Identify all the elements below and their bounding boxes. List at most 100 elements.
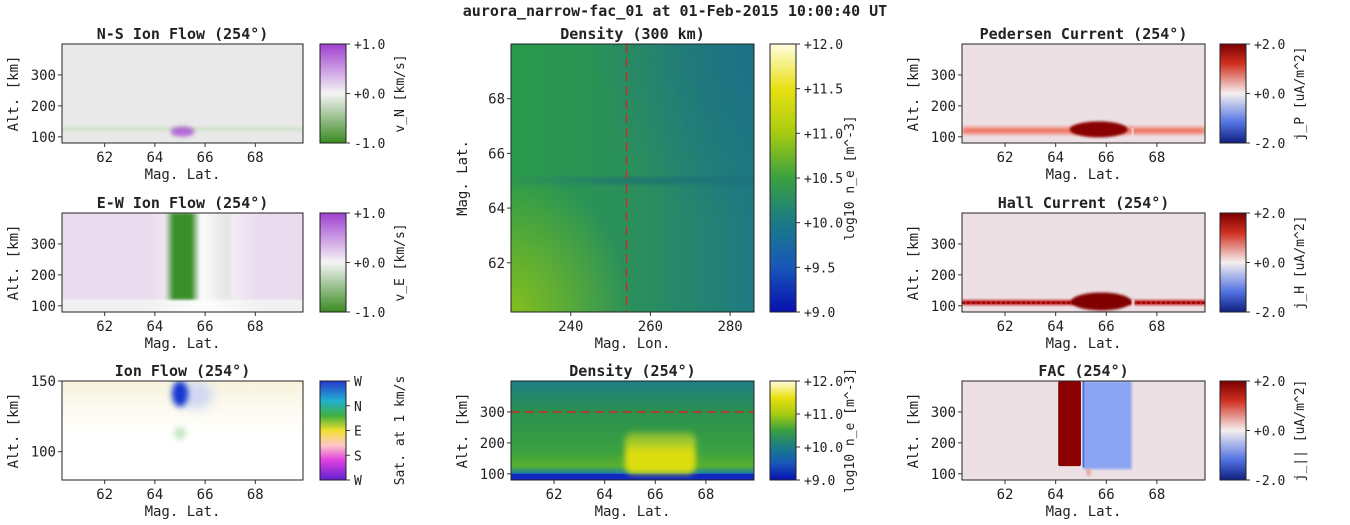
- dmap-y-tick-label: 66: [488, 146, 505, 162]
- ns-x-tick-label: 68: [247, 150, 264, 166]
- dmap-x-axis-label: Mag. Lon.: [595, 336, 671, 352]
- colorbar-gradient: [769, 380, 797, 481]
- hall-x-tick-label: 68: [1148, 319, 1165, 335]
- dmap-x-tick-label: 260: [638, 319, 663, 335]
- ped-colorbar-tick-label: -2.0: [1254, 137, 1285, 152]
- dalt-y-axis-label: Alt. [km]: [455, 393, 471, 469]
- dalt-frame: [510, 380, 755, 481]
- dmap-low-density-region: [594, 44, 754, 234]
- hall-plot-area: [962, 213, 1205, 312]
- ns-y-tick-label: 200: [31, 99, 56, 115]
- dalt-y-tick-label: 300: [480, 405, 505, 421]
- dmap-x-tick-label: 280: [717, 319, 742, 335]
- fac-small-feature: [1086, 468, 1091, 477]
- ionflow-y-tick-label: 100: [31, 445, 56, 461]
- fac-colorbar-label: j_|| [uA/m^2]: [1293, 380, 1308, 482]
- ew-colorbar-tick-label: +0.0: [354, 257, 385, 272]
- ns-panel: N-S Ion Flow (254°) 62 64 66 68 100 200 300 Mag.…: [6, 25, 408, 183]
- fac-x-axis-label: Mag. Lat.: [1046, 504, 1122, 520]
- dmap-y-tick-label: 62: [488, 256, 505, 272]
- dmap-frame: [510, 43, 755, 313]
- ns-colorbar-tick-label: +0.0: [354, 88, 385, 103]
- fac-x-tick-label: 66: [1098, 487, 1115, 503]
- hall-x-axis-label: Mag. Lat.: [1046, 336, 1122, 352]
- ns-plot-area: [62, 44, 303, 143]
- ped-plot-area: [962, 44, 1205, 143]
- hall-y-axis-label: Alt. [km]: [906, 225, 922, 301]
- ionflow-frame: [61, 380, 304, 481]
- dalt-colorbar-tick-label: +12.0: [804, 375, 843, 390]
- dmap-panel: Density (300 km) 240 260 280 62 64 66 68 Mag. Lo…: [455, 25, 858, 352]
- ionflow-x-tick-label: 68: [247, 487, 264, 503]
- colorbar-gradient: [1219, 43, 1247, 144]
- hall-y-tick-label: 200: [931, 268, 956, 284]
- fac-panel: FAC (254°) 62 64 66 68 100 200 300 Mag. Lat. Alt.…: [906, 362, 1308, 520]
- ew-y-axis-label: Alt. [km]: [6, 225, 22, 301]
- ped-x-axis-label: Mag. Lat.: [1046, 167, 1122, 183]
- hall-gap: [1131, 299, 1135, 312]
- figure-title: aurora_narrow-fac_01 at 01-Feb-2015 10:0…: [463, 2, 887, 20]
- dmap-y-axis-label: Mag. Lat.: [455, 140, 471, 216]
- hall-colorbar-tick-label: +2.0: [1254, 207, 1285, 222]
- ew-x-tick-label: 68: [247, 319, 264, 335]
- ew-colorbar-tick-label: +1.0: [354, 207, 385, 222]
- dmap-colorbar-tick-label: +9.5: [804, 261, 835, 276]
- ped-title: Pedersen Current (254°): [980, 25, 1188, 43]
- fac-y-tick-label: 300: [931, 405, 956, 421]
- colorbar-gradient: [1219, 212, 1247, 313]
- ew-colorbar-tick-label: -1.0: [354, 306, 385, 321]
- ns-colorbar-tick-label: +1.0: [354, 38, 385, 53]
- ns-x-axis-label: Mag. Lat.: [145, 167, 221, 183]
- ew-frame: [61, 212, 304, 313]
- ionflow-plot-area: [62, 381, 303, 480]
- dmap-x-tick-label: 240: [558, 319, 583, 335]
- ew-y-tick-label: 300: [31, 237, 56, 253]
- ionflow-y-tick-label: 150: [31, 374, 56, 390]
- hall-x-tick-label: 64: [1047, 319, 1064, 335]
- fac-y-tick-label: 200: [931, 436, 956, 452]
- dmap-colorbar-label: log10 n_e [m^-3]: [843, 115, 858, 240]
- ns-y-tick-label: 300: [31, 68, 56, 84]
- dalt-low-altitude-band: [511, 473, 754, 480]
- fac-downward-current: [1083, 381, 1132, 470]
- ew-plot-area: [62, 213, 303, 312]
- fac-upward-current: [1058, 381, 1081, 467]
- dalt-panel: Density (254°) 62 64 66 68 100 200 300 Mag. Lat.…: [455, 362, 858, 520]
- ns-title: N-S Ion Flow (254°): [97, 25, 269, 43]
- dmap-y-tick-label: 64: [488, 201, 505, 217]
- ped-strong-current: [1069, 121, 1128, 138]
- dalt-colorbar-tick-label: +10.0: [804, 441, 843, 456]
- ns-frame: [61, 43, 304, 144]
- hall-colorbar-tick-label: -2.0: [1254, 306, 1285, 321]
- ew-x-tick-label: 66: [197, 319, 214, 335]
- colorbar-gradient: [319, 212, 347, 313]
- dmap-colorbar: +12.0 +11.5 +11.0 +10.5 +10.0 +9.5 +9.0 log10 n…: [769, 38, 858, 321]
- hall-frame: [961, 212, 1206, 313]
- dalt-colorbar-tick-label: +11.0: [804, 408, 843, 423]
- dalt-x-tick-label: 68: [697, 487, 714, 503]
- ns-x-tick-label: 66: [197, 150, 214, 166]
- dmap-colorbar-tick-label: +9.0: [804, 306, 835, 321]
- ped-x-tick-label: 62: [997, 150, 1014, 166]
- fac-colorbar-tick-label: +2.0: [1254, 375, 1285, 390]
- ped-y-tick-label: 200: [931, 99, 956, 115]
- dalt-colorbar-tick-label: +9.0: [804, 474, 835, 489]
- dmap-y-tick-label: 68: [488, 92, 505, 108]
- dalt-x-tick-label: 64: [596, 487, 613, 503]
- ew-y-tick-label: 100: [31, 299, 56, 315]
- ped-colorbar-label: j_P [uA/m^2]: [1293, 47, 1308, 141]
- ns-background: [62, 44, 303, 143]
- dmap-title: Density (300 km): [560, 25, 705, 43]
- dalt-x-tick-label: 62: [546, 487, 563, 503]
- hall-colorbar-tick-label: +0.0: [1254, 257, 1285, 272]
- ionflow-x-tick-label: 62: [96, 487, 113, 503]
- ped-colorbar: +2.0 +0.0 -2.0 j_P [uA/m^2]: [1219, 38, 1308, 152]
- ns-x-tick-label: 64: [146, 150, 163, 166]
- ew-y-tick-label: 200: [31, 268, 56, 284]
- dalt-colorbar: +12.0 +11.0 +10.0 +9.0 log10 n_e [m^-3]: [769, 368, 858, 493]
- ionflow-colorbar-tick-label: E: [354, 425, 362, 440]
- dalt-x-axis-label: Mag. Lat.: [595, 504, 671, 520]
- ped-y-tick-label: 100: [931, 130, 956, 146]
- ionflow-colorbar-tick-label: W: [354, 375, 362, 390]
